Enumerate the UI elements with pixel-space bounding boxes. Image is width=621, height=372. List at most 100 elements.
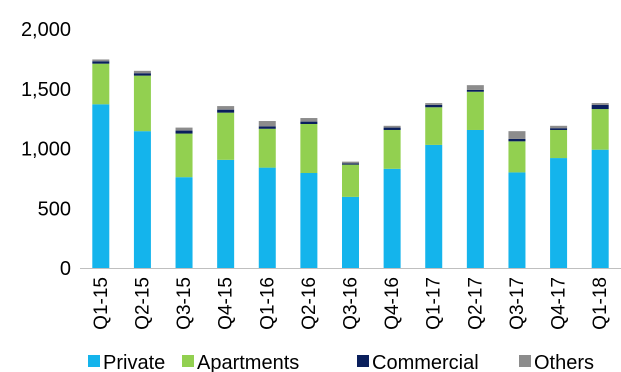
x-tick-label: Q4-15 [216,277,237,330]
x-tick-label: Q1-16 [257,277,278,330]
bar-segment-commercial [383,127,401,130]
bar-segment-private [258,167,276,268]
bar-segment-others [550,125,568,129]
bar-segment-private [550,158,568,268]
x-tick-label: Q1-15 [91,277,112,330]
bar-segment-commercial [425,104,443,108]
bar-segment-others [591,103,609,105]
x-tick-label: Q2-16 [299,277,320,330]
bar-segment-others [425,103,443,105]
bar-segment-apartments [591,109,609,150]
x-tick-label: Q1-17 [424,277,445,330]
legend-label: Apartments [197,352,299,372]
bar-segment-private [591,149,609,268]
legend: Private Apartments Commercial Others [88,352,594,372]
bar-segment-apartments [258,128,276,168]
x-tick-label: Q2-17 [465,277,486,330]
bar-segment-others [342,161,359,164]
legend-item-commercial: Commercial [357,352,479,372]
bar-segment-commercial [133,73,151,76]
bar-segment-apartments [425,107,443,145]
bar-segment-private [508,172,526,268]
bar-stack-q3-16 [342,161,359,268]
bar-segment-private [92,104,110,268]
legend-item-others: Others [519,352,594,372]
legend-swatch [182,355,194,367]
bar-stack-q1-17 [425,103,443,268]
x-tick-label: Q1-18 [590,277,611,330]
x-axis: Q1-15 Q2-15 Q3-15 Q4-15 Q1-16 Q2-16 Q3-16 Q4-16… [91,277,611,330]
bar-stack-q3-15 [175,127,193,268]
bar-segment-apartments [550,129,568,159]
bar-segment-others [217,106,235,110]
bar-segment-apartments [175,133,193,178]
y-tick-label: 500 [38,198,71,220]
y-tick-label: 0 [60,258,71,280]
y-axis: 0 500 1,000 1,500 2,000 [21,19,71,280]
x-tick-label: Q2-15 [132,277,153,330]
legend-swatch [357,355,369,367]
bar-segment-others [133,70,151,74]
bar-segment-commercial [217,109,235,113]
bar-segment-apartments [342,164,359,197]
bar-stack-q4-16 [383,125,401,268]
bar-segment-others [92,59,110,62]
bar-segment-apartments [92,63,110,105]
legend-swatch [519,355,531,367]
bar-segment-others [383,125,401,128]
bar-segment-private [466,129,484,268]
bar-stack-q4-15 [217,106,235,268]
bar-segment-commercial [550,128,568,130]
x-tick-label: Q4-17 [549,277,570,330]
x-tick-label: Q3-16 [341,277,362,330]
bar-segment-apartments [217,112,235,160]
bar-segment-commercial [342,163,359,165]
bar-segment-commercial [300,121,318,124]
y-tick-label: 2,000 [21,19,71,41]
bar-segment-apartments [300,124,318,173]
bars-area [92,59,609,268]
legend-swatch [88,355,100,367]
bar-segment-commercial [92,61,110,64]
y-tick-label: 1,500 [21,79,71,101]
legend-label: Commercial [372,352,479,372]
bar-segment-others [175,127,193,131]
bar-segment-others [466,85,484,90]
bar-segment-commercial [508,138,526,142]
bar-segment-commercial [258,126,276,129]
bar-segment-apartments [466,91,484,130]
legend-label: Private [103,352,165,372]
bar-segment-private [175,177,193,268]
bar-segment-commercial [175,130,193,134]
bar-segment-commercial [591,104,609,110]
bar-stack-q2-17 [466,85,484,268]
bar-segment-apartments [508,141,526,173]
legend-item-private: Private [88,352,165,372]
x-tick-label: Q4-16 [382,277,403,330]
bar-segment-private [300,173,318,268]
bar-segment-private [133,131,151,268]
bar-segment-others [508,131,526,139]
bar-segment-apartments [383,129,401,169]
legend-label: Others [534,352,594,372]
x-tick-label: Q3-15 [174,277,195,330]
bar-segment-private [425,144,443,268]
bar-stack-q4-17 [550,125,568,268]
bar-stack-q3-17 [508,131,526,268]
bar-segment-others [300,118,318,122]
bar-segment-apartments [133,75,151,132]
bar-segment-private [217,159,235,268]
bar-segment-others [258,121,276,127]
bar-stack-q1-18 [591,103,609,268]
bar-stack-q1-16 [258,121,276,268]
bar-segment-private [342,196,359,268]
bar-segment-private [383,168,401,268]
bar-stack-q2-15 [133,70,151,268]
bar-stack-q1-15 [92,59,110,268]
y-tick-label: 1,000 [21,139,71,161]
bar-stack-q2-16 [300,118,318,268]
bar-segment-commercial [466,89,484,92]
x-tick-label: Q3-17 [507,277,528,330]
legend-item-apartments: Apartments [182,352,299,372]
